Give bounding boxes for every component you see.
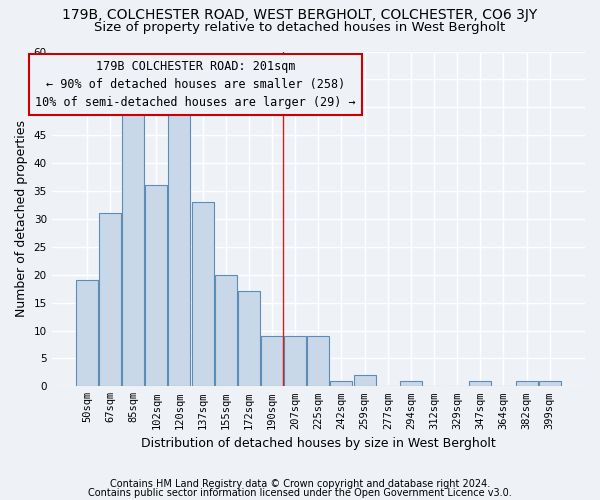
Bar — [539, 380, 561, 386]
Bar — [353, 375, 376, 386]
X-axis label: Distribution of detached houses by size in West Bergholt: Distribution of detached houses by size … — [141, 437, 496, 450]
Bar — [469, 380, 491, 386]
Text: 179B COLCHESTER ROAD: 201sqm
← 90% of detached houses are smaller (258)
10% of s: 179B COLCHESTER ROAD: 201sqm ← 90% of de… — [35, 60, 356, 109]
Bar — [400, 380, 422, 386]
Text: Size of property relative to detached houses in West Bergholt: Size of property relative to detached ho… — [94, 21, 506, 34]
Bar — [238, 292, 260, 386]
Bar — [284, 336, 306, 386]
Bar — [145, 186, 167, 386]
Bar — [261, 336, 283, 386]
Text: Contains HM Land Registry data © Crown copyright and database right 2024.: Contains HM Land Registry data © Crown c… — [110, 479, 490, 489]
Bar — [331, 380, 352, 386]
Bar — [122, 113, 144, 386]
Bar — [307, 336, 329, 386]
Text: Contains public sector information licensed under the Open Government Licence v3: Contains public sector information licen… — [88, 488, 512, 498]
Text: 179B, COLCHESTER ROAD, WEST BERGHOLT, COLCHESTER, CO6 3JY: 179B, COLCHESTER ROAD, WEST BERGHOLT, CO… — [62, 8, 538, 22]
Bar — [169, 108, 190, 386]
Bar — [76, 280, 98, 386]
Y-axis label: Number of detached properties: Number of detached properties — [15, 120, 28, 318]
Bar — [215, 274, 237, 386]
Bar — [515, 380, 538, 386]
Bar — [191, 202, 214, 386]
Bar — [99, 214, 121, 386]
